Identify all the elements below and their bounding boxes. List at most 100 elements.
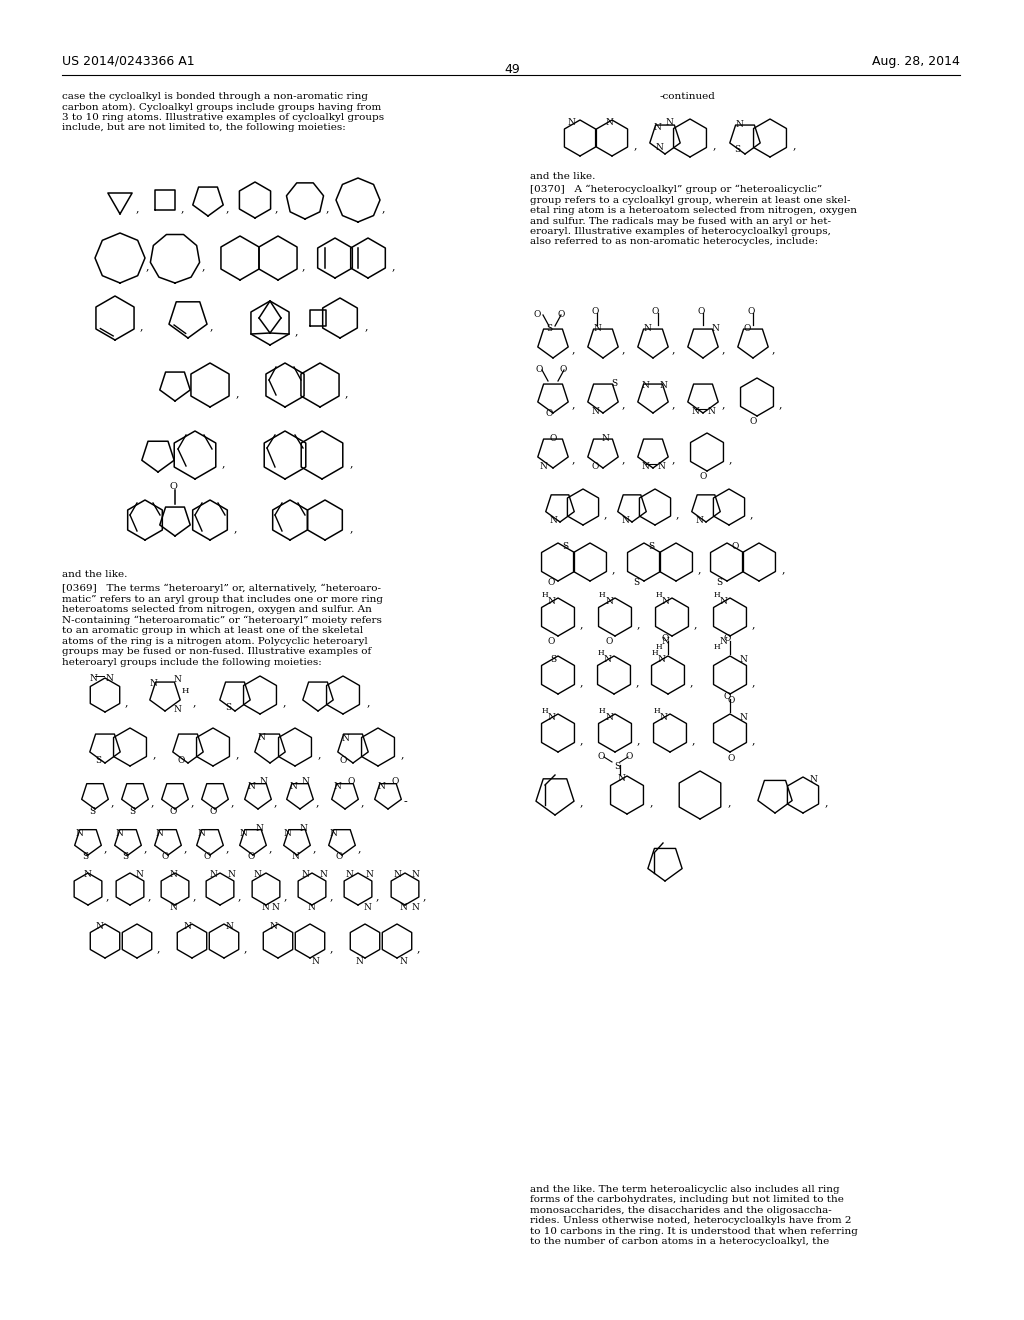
Text: N: N	[346, 870, 354, 879]
Text: O: O	[534, 310, 542, 319]
Text: ,: ,	[361, 797, 365, 807]
Text: N: N	[657, 462, 665, 471]
Text: ,: ,	[752, 735, 756, 744]
Text: N: N	[605, 597, 613, 606]
Text: ,: ,	[367, 697, 371, 708]
Text: [0370]   A “heterocycloalkyl” group or “heteroalicyclic”
group refers to a cyclo: [0370] A “heterocycloalkyl” group or “he…	[530, 185, 857, 247]
Text: N: N	[254, 870, 262, 879]
Text: O: O	[746, 308, 755, 315]
Text: ,: ,	[401, 748, 404, 759]
Text: N: N	[568, 117, 575, 127]
Text: ,: ,	[234, 523, 238, 533]
Text: N: N	[642, 381, 650, 389]
Text: ,: ,	[350, 458, 353, 469]
Text: N: N	[660, 713, 668, 722]
Text: S: S	[225, 704, 231, 711]
Text: H: H	[542, 591, 549, 599]
Text: ,: ,	[148, 891, 152, 902]
Text: ,: ,	[140, 321, 143, 331]
Text: S: S	[546, 323, 552, 333]
Text: case the cycloalkyl is bonded through a non-aromatic ring
carbon atom). Cycloalk: case the cycloalkyl is bonded through a …	[62, 92, 384, 132]
Text: N: N	[170, 870, 178, 879]
Text: ,: ,	[313, 843, 316, 853]
Text: N: N	[183, 921, 190, 931]
Text: N: N	[662, 638, 670, 645]
Text: N: N	[548, 713, 556, 722]
Text: N: N	[691, 407, 698, 416]
Text: N: N	[115, 829, 123, 838]
Text: N: N	[291, 851, 299, 861]
Text: N: N	[540, 462, 548, 471]
Text: N: N	[412, 870, 420, 879]
Text: O: O	[625, 752, 633, 762]
Text: N: N	[606, 117, 613, 127]
Text: O: O	[170, 482, 178, 491]
Text: O: O	[535, 366, 543, 374]
Text: ,: ,	[672, 454, 676, 465]
Text: S: S	[614, 762, 621, 771]
Text: ,: ,	[722, 399, 725, 409]
Text: ,: ,	[193, 697, 197, 708]
Text: N: N	[548, 597, 556, 606]
Text: ,: ,	[690, 677, 693, 686]
Text: N: N	[601, 434, 609, 444]
Text: ,: ,	[622, 345, 626, 354]
Text: O: O	[247, 851, 254, 861]
Text: -continued: -continued	[660, 92, 716, 102]
Text: ,: ,	[637, 735, 640, 744]
Text: ,: ,	[210, 321, 213, 331]
Text: N: N	[707, 407, 715, 416]
Text: ,: ,	[672, 345, 676, 354]
Text: ,: ,	[157, 942, 161, 953]
Text: N: N	[644, 323, 652, 333]
Text: N: N	[660, 381, 668, 389]
Text: O: O	[177, 756, 184, 766]
Text: N: N	[617, 774, 625, 783]
Text: ,: ,	[637, 619, 640, 630]
Text: O: O	[697, 308, 705, 315]
Text: O: O	[162, 851, 169, 861]
Text: ,: ,	[612, 564, 615, 574]
Text: O: O	[652, 308, 659, 315]
Text: O: O	[169, 807, 176, 816]
Text: ,: ,	[729, 454, 732, 465]
Text: N: N	[720, 597, 728, 606]
Text: O: O	[662, 634, 670, 643]
Text: N: N	[377, 781, 385, 791]
Text: N: N	[319, 870, 327, 879]
Text: ,: ,	[604, 510, 607, 519]
Text: ,: ,	[104, 843, 108, 853]
Text: H: H	[182, 686, 189, 696]
Text: N: N	[170, 903, 178, 912]
Text: O: O	[749, 417, 757, 426]
Text: N: N	[655, 143, 663, 152]
Text: ,: ,	[146, 261, 150, 271]
Text: O: O	[591, 308, 598, 315]
Text: N: N	[197, 829, 205, 838]
Text: ,: ,	[580, 735, 584, 744]
Text: ,: ,	[750, 510, 754, 519]
Text: N: N	[550, 516, 558, 525]
Text: ,: ,	[676, 510, 680, 519]
Text: O: O	[391, 777, 398, 785]
Text: N: N	[96, 921, 103, 931]
Text: N: N	[641, 462, 649, 471]
Text: O: O	[728, 696, 735, 705]
Text: N: N	[810, 775, 818, 784]
Text: N: N	[364, 903, 372, 912]
Text: N: N	[136, 870, 144, 879]
Text: ,: ,	[236, 748, 240, 759]
Text: ,: ,	[274, 797, 278, 807]
Text: ,: ,	[572, 454, 575, 465]
Text: N: N	[105, 675, 113, 682]
Text: ,: ,	[692, 735, 695, 744]
Text: H: H	[654, 708, 660, 715]
Text: [0369]   The terms “heteroaryl” or, alternatively, “heteroaro-
matic” refers to : [0369] The terms “heteroaryl” or, altern…	[62, 583, 383, 667]
Text: ,: ,	[358, 843, 361, 853]
Text: O: O	[348, 777, 355, 785]
Text: N: N	[342, 734, 350, 743]
Text: ,: ,	[365, 321, 369, 331]
Text: H: H	[598, 649, 604, 657]
Text: ,: ,	[423, 891, 427, 902]
Text: O: O	[336, 851, 343, 861]
